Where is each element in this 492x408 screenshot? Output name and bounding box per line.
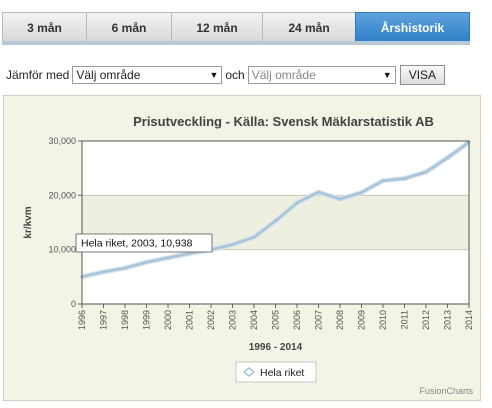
tab-12-man[interactable]: 12 mån [171, 12, 262, 42]
x-tick-label: 2011 [400, 310, 410, 329]
compare-bar: Jämför med Välj område ▼ och Välj område… [6, 64, 446, 86]
y-axis-label: kr/kvm [23, 206, 34, 238]
compare-label: Jämför med [6, 68, 70, 82]
data-point [144, 260, 149, 264]
area-select-2[interactable]: Välj område ▼ [247, 66, 396, 84]
legend-label: Hela riket [260, 367, 304, 379]
legend-marker-icon [242, 367, 256, 377]
data-point [230, 242, 235, 247]
tab-6-man[interactable]: 6 mån [86, 12, 171, 42]
tooltip-text: Hela riket, 2003, 10,938 [81, 238, 193, 250]
x-tick-label: 2012 [421, 310, 431, 330]
data-point [402, 176, 407, 181]
x-tick-label: 2009 [357, 310, 367, 330]
data-point [101, 270, 106, 274]
data-point [166, 256, 170, 260]
fusioncharts-credit: FusionCharts [419, 386, 473, 396]
x-tick-label: 1996 [77, 310, 87, 330]
tab-3-man[interactable]: 3 mån [2, 12, 86, 42]
x-tick-label: 2007 [314, 310, 324, 330]
tab-underline [2, 41, 470, 45]
data-point [273, 219, 278, 223]
x-axis-label: 1996 - 2014 [249, 342, 303, 353]
chevron-down-icon: ▼ [209, 70, 219, 80]
x-tick-label: 1998 [120, 310, 130, 330]
data-point [316, 190, 321, 194]
plot-border [81, 140, 470, 305]
area-select-1[interactable]: Välj område ▼ [72, 66, 223, 84]
x-tick-label: 2004 [249, 310, 259, 330]
data-point [359, 191, 364, 195]
tooltip-box [75, 233, 213, 253]
plot-band [82, 141, 469, 196]
visa-button[interactable]: VISA [399, 65, 446, 85]
data-point [445, 156, 450, 160]
y-tick-label: 10,000 [48, 245, 76, 255]
y-tick-label: 30,000 [48, 136, 76, 146]
data-point [424, 170, 428, 174]
area-select-1-value: Välj område [76, 68, 141, 82]
data-point [252, 235, 256, 239]
area-select-2-placeholder: Välj område [251, 68, 316, 82]
plot-band [82, 249, 469, 304]
legend-box [235, 361, 317, 383]
and-label: och [225, 68, 245, 82]
tab-24-man[interactable]: 24 mån [262, 12, 355, 42]
period-tabs: 3 mån 6 mån 12 mån 24 mån Årshistorik [2, 12, 470, 44]
price-chart: Prisutveckling - Källa: Svensk Mäklarsta… [23, 114, 474, 383]
x-tick-label: 1997 [99, 310, 109, 330]
x-tick-label: 1999 [142, 310, 152, 330]
data-point [381, 179, 385, 183]
chart-panel: Prisutveckling - Källa: Svensk Mäklarsta… [3, 95, 481, 401]
x-tick-label: 2008 [335, 310, 345, 330]
x-tick-label: 2005 [271, 310, 281, 330]
y-tick-label: 0 [71, 299, 76, 309]
x-tick-label: 2001 [185, 310, 195, 330]
x-tick-label: 2006 [292, 310, 302, 330]
x-tick-label: 2013 [443, 310, 453, 330]
x-tick-label: 2000 [163, 310, 173, 330]
chart-title: Prisutveckling - Källa: Svensk Mäklarsta… [133, 114, 434, 129]
y-tick-label: 20,000 [48, 190, 76, 200]
data-point [123, 266, 127, 270]
x-tick-label: 2014 [464, 310, 474, 330]
data-point [187, 251, 192, 256]
data-point [338, 197, 342, 201]
tab-arshistorik[interactable]: Årshistorik [355, 12, 470, 42]
x-tick-label: 2010 [378, 310, 388, 330]
x-tick-label: 2002 [206, 310, 216, 330]
x-tick-label: 2003 [228, 310, 238, 330]
data-point [295, 201, 299, 205]
chevron-down-icon: ▼ [382, 70, 392, 80]
